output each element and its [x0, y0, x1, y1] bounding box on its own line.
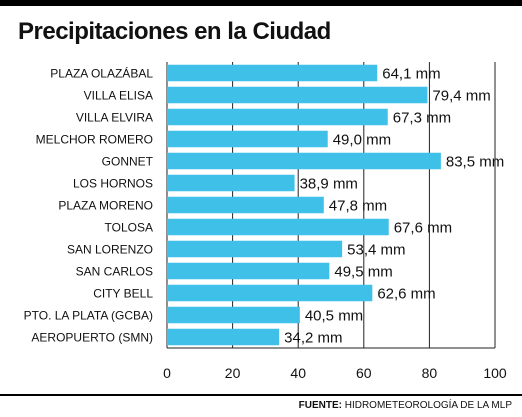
value-label: 64,1 mm — [382, 66, 440, 83]
bar — [167, 174, 295, 192]
x-tick-label: 100 — [483, 365, 507, 381]
x-tick-label: 0 — [163, 365, 171, 381]
bar — [167, 152, 441, 170]
value-label: 34,2 mm — [284, 330, 342, 347]
category-label: CITY BELL — [93, 287, 153, 301]
category-label: AEROPUERTO (SMN) — [31, 331, 153, 345]
bar — [167, 306, 300, 324]
category-label: PTO. LA PLATA (GCBA) — [24, 309, 153, 323]
x-tick-label: 80 — [422, 365, 438, 381]
x-tick-label: 40 — [290, 365, 306, 381]
source-label: FUENTE: — [298, 400, 342, 411]
value-label: 53,4 mm — [347, 242, 405, 259]
category-label: MELCHOR ROMERO — [36, 133, 153, 147]
bar — [167, 284, 373, 302]
category-label: SAN LORENZO — [67, 243, 153, 257]
category-label: GONNET — [102, 155, 154, 169]
source-text: HIDROMETEOROLOGÍA DE LA MLP — [344, 400, 512, 411]
value-label: 38,9 mm — [300, 176, 358, 193]
category-label: VILLA ELISA — [84, 89, 153, 103]
x-tick-label: 60 — [356, 365, 372, 381]
chart-title: Precipitaciones en la Ciudad — [18, 18, 331, 45]
category-label: PLAZA OLAZÁBAL — [50, 66, 153, 81]
bar — [167, 196, 324, 214]
source-credit: FUENTE: HIDROMETEOROLOGÍA DE LA MLP — [299, 400, 512, 411]
bar — [167, 218, 389, 236]
value-label: 49,5 mm — [334, 264, 392, 281]
bar — [167, 130, 328, 148]
bar — [167, 108, 388, 126]
bar — [167, 262, 330, 280]
bar — [167, 86, 428, 104]
category-label: SAN CARLOS — [76, 265, 153, 279]
category-label: PLAZA MORENO — [58, 199, 153, 213]
value-label: 67,3 mm — [393, 110, 451, 127]
value-label: 67,6 mm — [394, 220, 452, 237]
value-label: 47,8 mm — [329, 198, 387, 215]
value-label: 62,6 mm — [377, 286, 435, 303]
value-label: 83,5 mm — [446, 154, 504, 171]
category-label: VILLA ELVIRA — [76, 111, 153, 125]
value-label: 40,5 mm — [305, 308, 363, 325]
bar — [167, 64, 378, 82]
footer-divider — [0, 394, 522, 396]
x-tick-label: 20 — [225, 365, 241, 381]
bar — [167, 240, 343, 258]
value-label: 79,4 mm — [432, 88, 490, 105]
value-label: 49,0 mm — [333, 132, 391, 149]
category-label: LOS HORNOS — [73, 177, 153, 191]
category-label: TOLOSA — [105, 221, 153, 235]
bar — [167, 328, 280, 346]
